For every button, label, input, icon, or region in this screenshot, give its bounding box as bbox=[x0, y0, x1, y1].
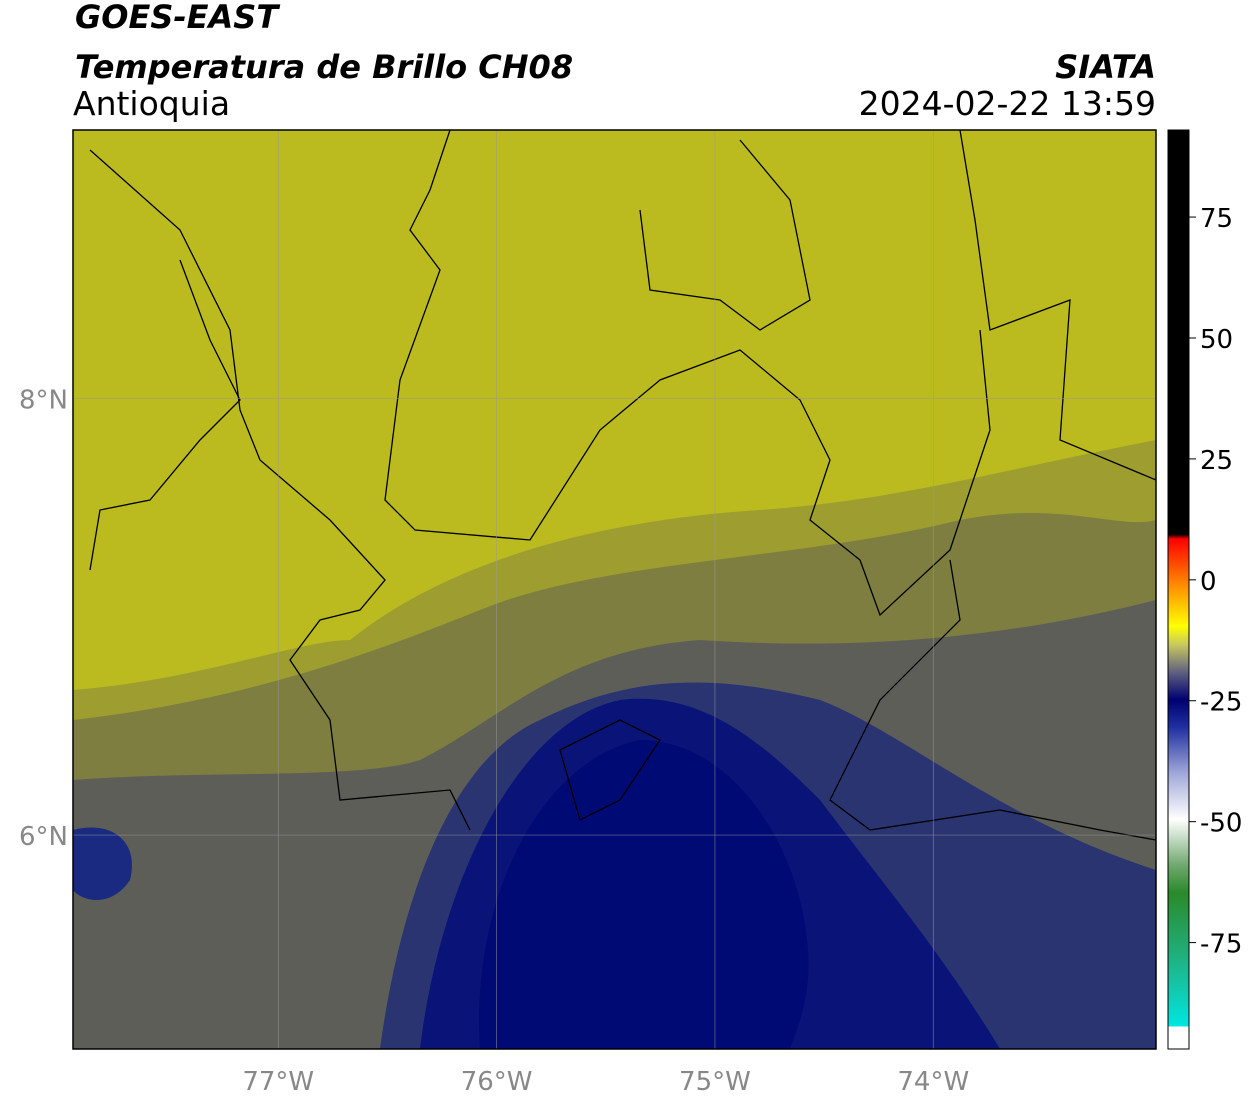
colorbar-label: 0 bbox=[1200, 567, 1217, 597]
product-title: Temperatura de Brillo CH08 bbox=[75, 48, 573, 86]
lon-label: 75°W bbox=[679, 1067, 751, 1097]
colorbar-label: 25 bbox=[1200, 446, 1233, 476]
satellite-image bbox=[73, 130, 1156, 1049]
colorbar-label: -50 bbox=[1200, 809, 1242, 839]
colorbar-label: 75 bbox=[1200, 204, 1233, 234]
lon-label: 77°W bbox=[242, 1067, 314, 1097]
source: SIATA bbox=[1055, 48, 1156, 86]
map-frame bbox=[72, 129, 1157, 1050]
colorbar-label: 50 bbox=[1200, 325, 1233, 355]
graticule bbox=[73, 130, 1156, 1049]
lon-label: 76°W bbox=[461, 1067, 533, 1097]
lat-label: 6°N bbox=[19, 822, 68, 852]
colorbar-label: -25 bbox=[1200, 688, 1242, 718]
region: Antioquia bbox=[73, 84, 230, 123]
datetime: 2024-02-22 13:59 bbox=[859, 84, 1156, 123]
colorbar bbox=[1167, 129, 1190, 1050]
lon-label: 74°W bbox=[897, 1067, 969, 1097]
lat-label: 8°N bbox=[19, 385, 68, 415]
colorbar-label: -75 bbox=[1200, 930, 1242, 960]
satellite-title: GOES-EAST bbox=[75, 0, 280, 36]
